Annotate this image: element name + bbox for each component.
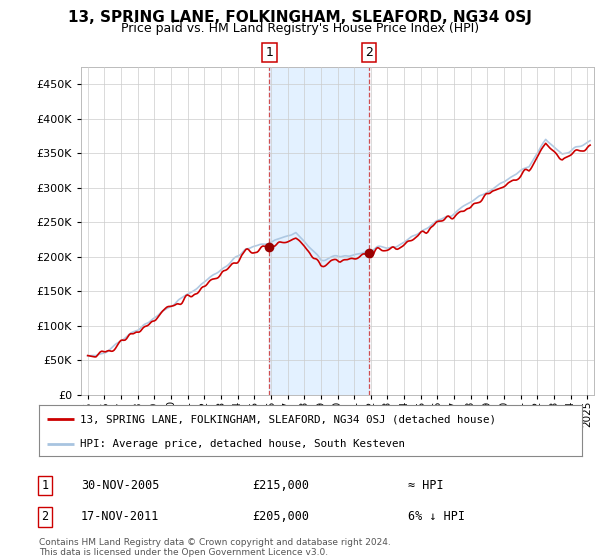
Text: HPI: Average price, detached house, South Kesteven: HPI: Average price, detached house, Sout… (80, 438, 405, 449)
Text: £205,000: £205,000 (252, 510, 309, 524)
Text: 2: 2 (41, 510, 49, 524)
Text: 13, SPRING LANE, FOLKINGHAM, SLEAFORD, NG34 0SJ (detached house): 13, SPRING LANE, FOLKINGHAM, SLEAFORD, N… (80, 414, 496, 424)
Text: ≈ HPI: ≈ HPI (408, 479, 443, 492)
Text: 17-NOV-2011: 17-NOV-2011 (81, 510, 160, 524)
Text: 1: 1 (266, 46, 274, 59)
Text: 30-NOV-2005: 30-NOV-2005 (81, 479, 160, 492)
Bar (269, 67, 369, 395)
Text: 1: 1 (41, 479, 49, 492)
Text: 13, SPRING LANE, FOLKINGHAM, SLEAFORD, NG34 0SJ: 13, SPRING LANE, FOLKINGHAM, SLEAFORD, N… (68, 10, 532, 25)
Text: £215,000: £215,000 (252, 479, 309, 492)
Text: 2: 2 (365, 46, 373, 59)
Text: Contains HM Land Registry data © Crown copyright and database right 2024.
This d: Contains HM Land Registry data © Crown c… (39, 538, 391, 557)
Text: 6% ↓ HPI: 6% ↓ HPI (408, 510, 465, 524)
Text: Price paid vs. HM Land Registry's House Price Index (HPI): Price paid vs. HM Land Registry's House … (121, 22, 479, 35)
